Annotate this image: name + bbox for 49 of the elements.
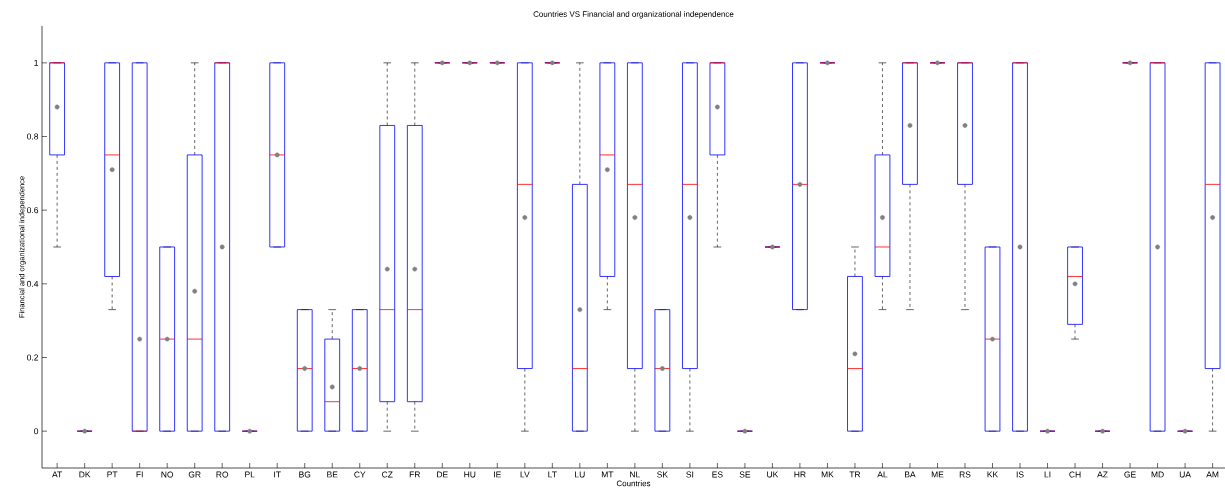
x-tick-label: AL <box>877 471 888 478</box>
x-tick-label: DK <box>79 471 91 478</box>
x-tick-label: PT <box>107 471 118 478</box>
x-tick-label: LV <box>520 471 530 478</box>
x-tick-label: AM <box>1206 471 1219 478</box>
x-tick-label: BG <box>299 471 311 478</box>
x-tick-label: AZ <box>1097 471 1108 478</box>
x-tick-label: PL <box>245 471 255 478</box>
x-tick-label: GR <box>188 471 201 478</box>
x-tick-label: SE <box>739 471 751 478</box>
x-tick-label: IS <box>1016 471 1024 478</box>
x-tick-label: NO <box>161 471 174 478</box>
x-tick-label: IT <box>274 471 281 478</box>
x-tick-label: SK <box>657 471 668 478</box>
x-tick-label: HR <box>794 471 806 478</box>
x-tick-label: UA <box>1179 471 1191 478</box>
x-tick-label: LT <box>548 471 557 478</box>
x-tick-label: SI <box>686 471 694 478</box>
x-tick-label: LU <box>575 471 585 478</box>
x-tick-label: CY <box>354 471 366 478</box>
x-tick-label: AT <box>52 471 63 478</box>
x-tick-label: FR <box>409 471 421 478</box>
y-tick-label: 0.8 <box>27 133 39 140</box>
x-tick-label: KK <box>987 471 999 478</box>
x-tick-label: GE <box>1124 471 1136 478</box>
x-tick-label: MK <box>821 471 834 478</box>
y-tick-label: 0.6 <box>27 207 39 214</box>
x-tick-label: CH <box>1069 471 1081 478</box>
y-tick-label: 0.2 <box>27 354 39 361</box>
x-tick-label: HU <box>464 471 476 478</box>
y-tick-label: 1 <box>34 59 39 66</box>
x-tick-label: TR <box>849 471 861 478</box>
x-tick-label: MD <box>1151 471 1164 478</box>
x-tick-label: LI <box>1044 471 1051 478</box>
x-tick-label: RO <box>216 471 229 478</box>
x-tick-label: ES <box>712 471 723 478</box>
x-tick-label: BE <box>327 471 338 478</box>
x-tick-label: FI <box>136 471 143 478</box>
y-tick-label: 0 <box>34 428 39 435</box>
x-tick-label: MT <box>601 471 614 478</box>
y-tick-label: 0.4 <box>27 280 39 287</box>
x-tick-label: DE <box>437 471 448 478</box>
x-tick-label: ME <box>931 471 944 478</box>
x-tick-label: UK <box>767 471 779 478</box>
x-tick-label: BA <box>905 471 916 478</box>
x-tick-label: NL <box>630 471 640 478</box>
x-tick-label: IE <box>494 471 501 478</box>
x-tick-label: CZ <box>382 471 393 478</box>
x-tick-label: RS <box>959 471 971 478</box>
